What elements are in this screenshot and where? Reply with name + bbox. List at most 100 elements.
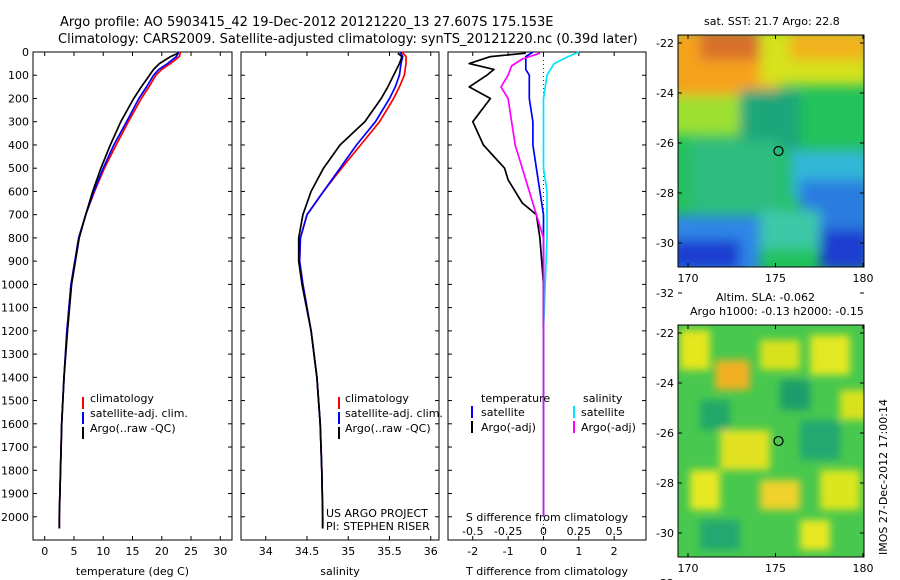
lat-tick-label: -24 (656, 87, 674, 100)
lat-tick-label: -26 (656, 427, 674, 440)
sla-map-title1: Altim. SLA: -0.062 (716, 291, 815, 304)
lat-tick-label: -28 (656, 187, 674, 200)
series-line (500, 52, 545, 517)
y-tick-label: 1000 (1, 278, 29, 291)
y-tick-label: 400 (8, 139, 29, 152)
credit-project: US ARGO PROJECT (326, 507, 428, 520)
x-tick-label-top: 0.25 (567, 525, 592, 538)
y-tick-label: 1800 (1, 464, 29, 477)
figure-title-line1: Argo profile: AO 5903415_42 19-Dec-2012 … (60, 15, 554, 30)
legend-temp-satellite: satellite (481, 406, 525, 419)
x-tick-label: 34.5 (295, 545, 320, 558)
y-tick-label: 300 (8, 116, 29, 129)
x-tick-label: 2 (611, 545, 618, 558)
salinity-profile-panel: 34 34.5 35 35.5 36 salinity (240, 51, 440, 578)
argo-position-marker (773, 145, 784, 157)
lat-tick-label: -32 (656, 287, 674, 300)
y-tick-label: 100 (8, 69, 29, 82)
plot-frame (240, 51, 440, 541)
lat-tick-label: -24 (656, 377, 674, 390)
x-tick-label: 34 (259, 545, 273, 558)
lat-tick-label: -22 (656, 37, 674, 50)
y-tick-label: 1100 (1, 302, 29, 315)
lat-tick-label: -30 (656, 237, 674, 250)
x-tick-label: 30 (213, 545, 227, 558)
x-tick-label: -1 (503, 545, 514, 558)
sst-map-title: sat. SST: 21.7 Argo: 22.8 (704, 15, 840, 28)
x-tick-label: 5 (70, 545, 77, 558)
y-tick-label: 2000 (1, 511, 29, 524)
plot-frame (32, 51, 233, 541)
legend-argo-raw: Argo(..raw -QC) (90, 422, 176, 435)
x-tick-label: 1 (575, 545, 582, 558)
legend-salinity-head: salinity (583, 392, 623, 405)
y-tick-label: 800 (8, 232, 29, 245)
lon-tick-label: 170 (678, 562, 699, 575)
y-tick-label: 1900 (1, 488, 29, 501)
lat-tick-label: -28 (656, 477, 674, 490)
x-tick-label-top: 0 (540, 525, 547, 538)
x-tick-label: 0 (540, 545, 547, 558)
legend-satellite-adj-2: satellite-adj. clim. (345, 407, 443, 420)
legend-satellite-adj: satellite-adj. clim. (90, 407, 188, 420)
legend-climatology-2: climatology (345, 392, 409, 405)
x-tick-label-top: -0.5 (462, 525, 483, 538)
y-tick-label: 0 (22, 46, 29, 59)
lat-tick-label: -32 (656, 577, 674, 580)
y-tick-label: 900 (8, 255, 29, 268)
imos-timestamp-label: IMOS 27-Dec-2012 17:00:14 (877, 399, 890, 555)
sla-map-title2: Argo h1000: -0.13 h2000: -0.15 (690, 305, 864, 318)
y-tick-label: 500 (8, 162, 29, 175)
y-tick-label: 1600 (1, 418, 29, 431)
lon-tick-label: 175 (765, 272, 786, 285)
x-tick-label: 35.5 (377, 545, 402, 558)
y-tick-label: 1700 (1, 441, 29, 454)
y-tick-label: 200 (8, 92, 29, 105)
x-tick-label-top: 0.5 (605, 525, 623, 538)
y-tick-label: 1300 (1, 348, 29, 361)
x-axis-label: temperature (deg C) (76, 565, 189, 578)
x-tick-label: 25 (184, 545, 198, 558)
sst-map: sat. SST: 21.7 Argo: 22.8 -22-24-26-2 (656, 15, 873, 300)
x-tick-label: 35 (341, 545, 355, 558)
lon-tick-label: 180 (853, 562, 874, 575)
temperature-legend: climatology satellite-adj. clim. Argo(..… (82, 392, 188, 439)
lon-tick-label: 180 (853, 272, 874, 285)
series-line (297, 52, 403, 529)
x-tick-label: 15 (126, 545, 140, 558)
x-axis-label: salinity (320, 565, 360, 578)
lat-tick-label: -22 (656, 327, 674, 340)
x-axis-label-top: S difference from climatology (466, 511, 629, 524)
difference-legend: temperature salinity satellite satellite… (471, 392, 636, 434)
lat-tick-label: -26 (656, 137, 674, 150)
temperature-profile-panel: 0 5 10 15 20 25 300100200300400500600700800900… (1, 46, 233, 578)
y-tick-label: 1500 (1, 395, 29, 408)
y-tick-label: 1200 (1, 325, 29, 338)
legend-argo-raw-2: Argo(..raw -QC) (345, 422, 431, 435)
series-line (58, 52, 179, 529)
lon-tick-label: 170 (678, 272, 699, 285)
lat-tick-label: -30 (656, 527, 674, 540)
plot-frame (447, 51, 647, 541)
legend-sal-satellite: satellite (581, 406, 625, 419)
y-tick-label: 700 (8, 209, 29, 222)
difference-profile-panel: -2 -1 0 1 2 T difference from climatology S di… (447, 51, 647, 578)
credit-pi: PI: STEPHEN RISER (326, 520, 430, 533)
legend-sal-argo: Argo(-adj) (581, 421, 636, 434)
figure-title-line2: Climatology: CARS2009. Satellite-adjuste… (58, 32, 638, 47)
x-tick-label: -2 (467, 545, 478, 558)
legend-temp-argo: Argo(-adj) (481, 421, 536, 434)
x-axis-label: T difference from climatology (465, 565, 628, 578)
y-tick-label: 1400 (1, 371, 29, 384)
x-tick-label: 36 (424, 545, 438, 558)
y-tick-label: 600 (8, 185, 29, 198)
legend-climatology: climatology (90, 392, 154, 405)
x-tick-label-top: -0.25 (494, 525, 522, 538)
x-tick-label: 0 (41, 545, 48, 558)
sla-map: Altim. SLA: -0.062 Argo h1000: -0.13 h20… (656, 291, 873, 580)
x-tick-label: 20 (155, 545, 169, 558)
legend-temperature-head: temperature (481, 392, 550, 405)
argo-position-marker-sla (773, 435, 784, 447)
x-tick-label: 10 (96, 545, 110, 558)
